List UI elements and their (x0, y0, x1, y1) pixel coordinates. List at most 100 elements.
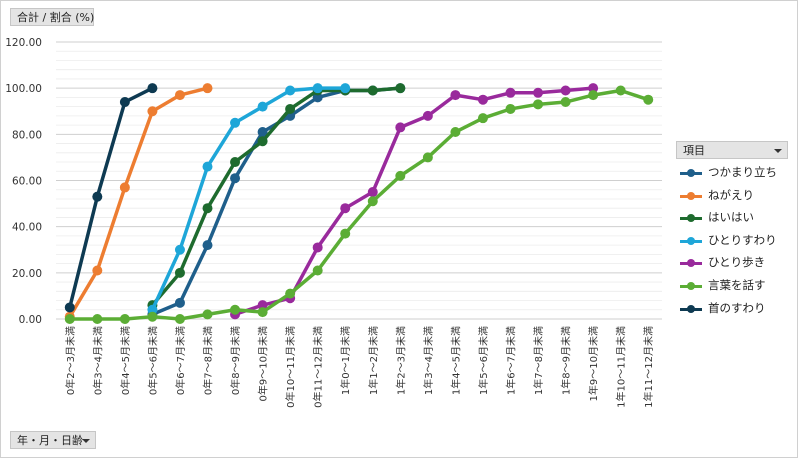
y-axis: 0.00 20.00 40.00 60.00 80.00 100.00 120.00 (5, 37, 42, 326)
data-point (230, 117, 241, 128)
series-首のすわり (64, 83, 158, 313)
data-point (230, 157, 241, 168)
x-tick-label: 1年4～5月未満 (449, 326, 462, 395)
data-point (119, 314, 130, 324)
data-point (285, 85, 296, 96)
data-point (615, 85, 626, 96)
series-line (68, 88, 650, 321)
data-point (257, 127, 268, 138)
data-point (147, 106, 158, 117)
data-point (395, 83, 406, 94)
legend-item: ねがえり (678, 186, 794, 209)
legend-label: ひとりすわり (708, 232, 777, 247)
data-point (119, 97, 130, 108)
legend-swatch-dot (687, 281, 695, 290)
x-tick-label: 1年0～1月未満 (339, 326, 352, 395)
chevron-down-icon[interactable] (774, 149, 782, 153)
x-tick-label: 1年8～9月未満 (560, 326, 573, 395)
data-point (477, 113, 488, 124)
data-point (588, 83, 599, 94)
x-tick-label: 0年6～7月未満 (174, 326, 187, 395)
legend-swatch-dot (687, 304, 695, 313)
data-point (257, 101, 268, 112)
x-tick-label: 0年10～11月未満 (284, 326, 297, 408)
data-point (367, 187, 378, 198)
y-tick-label: 20.00 (12, 268, 42, 280)
data-point (202, 83, 213, 94)
data-point (450, 127, 461, 138)
legend-item: つかまり立ち (678, 163, 794, 186)
legend-item: 言葉を話す (678, 276, 794, 299)
data-point (174, 297, 185, 308)
data-point (367, 85, 378, 96)
data-point (92, 265, 103, 276)
y-tick-label: 0.00 (19, 314, 42, 326)
x-tick-label: 1年3～4月未満 (422, 326, 435, 395)
y-tick-label: 40.00 (12, 222, 42, 234)
legend-swatch-dot (687, 191, 695, 200)
gridlines (56, 41, 662, 320)
legend-item: はいはい (678, 208, 794, 231)
x-axis: 0年2～3月未満 0年3～4月未満 0年4～5月未満 0年5～6月未満 0年6～7月未満… (64, 326, 655, 408)
y-tick-label: 80.00 (12, 129, 42, 141)
series-言葉を話す (64, 85, 654, 324)
data-point (560, 97, 571, 108)
legend-swatch-dot (687, 214, 695, 223)
legend-swatch (680, 281, 702, 291)
legend-swatch (680, 168, 702, 178)
data-point (560, 85, 571, 96)
data-point (643, 94, 654, 105)
axis-field-button[interactable]: 年・月・日齢 (10, 431, 96, 449)
x-tick-label: 1年10～11月未満 (615, 326, 628, 408)
value-field-button[interactable]: 合計 / 割合 (%) (10, 8, 94, 26)
data-point (202, 161, 213, 172)
data-point (92, 314, 103, 324)
data-point (533, 87, 544, 98)
x-tick-label: 1年1～2月未満 (367, 326, 380, 395)
legend-swatch (680, 304, 702, 314)
value-field-label: 合計 / 割合 (%) (17, 11, 95, 24)
data-point (340, 228, 351, 239)
data-point (505, 103, 516, 114)
data-point (257, 136, 268, 147)
data-point (588, 90, 599, 101)
x-tick-label: 1年9～10月未満 (587, 326, 600, 401)
data-point (92, 191, 103, 202)
series-ねがえり (64, 83, 213, 322)
x-tick-label: 0年2～3月未満 (64, 326, 77, 395)
series-つかまり立ち (147, 83, 406, 320)
data-point (202, 309, 213, 320)
x-tick-label: 1年7～8月未満 (532, 326, 545, 395)
data-point (147, 83, 158, 94)
data-point (422, 152, 433, 163)
data-point (312, 92, 323, 103)
legend-label: 首のすわり (708, 300, 766, 315)
chevron-down-icon[interactable] (82, 439, 90, 443)
data-point (285, 288, 296, 299)
legend-swatch (680, 236, 702, 246)
legend-label: ひとり歩き (708, 255, 766, 270)
data-point (174, 267, 185, 278)
data-point (202, 203, 213, 214)
legend-label: つかまり立ち (708, 165, 777, 179)
x-tick-label: 1年2～3月未満 (394, 326, 407, 395)
data-point (422, 110, 433, 121)
data-point (505, 87, 516, 98)
x-tick-label: 0年11～12月未満 (312, 326, 325, 408)
data-point (119, 182, 130, 193)
x-tick-label: 1年6～7月未満 (505, 326, 518, 395)
legend-swatch-dot (687, 259, 695, 268)
data-point (285, 103, 296, 114)
data-point (257, 307, 268, 318)
data-point (395, 122, 406, 133)
data-point (174, 244, 185, 255)
data-point (174, 90, 185, 101)
series-line (150, 86, 403, 307)
data-point (174, 314, 185, 324)
data-point (312, 265, 323, 276)
legend-item: 首のすわり (678, 299, 794, 322)
legend-field-button[interactable]: 項目 (676, 141, 788, 159)
x-tick-label: 0年7～8月未満 (202, 326, 215, 395)
